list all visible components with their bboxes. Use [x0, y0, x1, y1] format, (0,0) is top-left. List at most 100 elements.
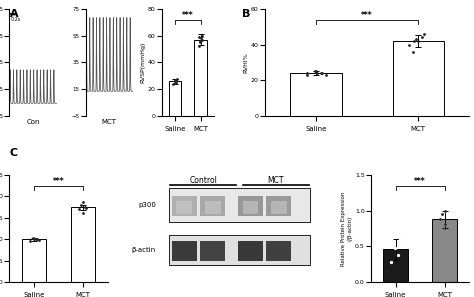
Text: β-actin: β-actin: [132, 247, 156, 253]
Y-axis label: Relative Protein Expression
(/β-actin): Relative Protein Expression (/β-actin): [341, 191, 352, 266]
Point: [437, 217, 444, 222]
Point: [406, 42, 413, 47]
Point: [303, 72, 311, 77]
Point: [420, 31, 428, 36]
Point: [394, 241, 401, 245]
X-axis label: MCT: MCT: [102, 119, 117, 125]
Point: [412, 37, 419, 42]
Bar: [383, 249, 408, 282]
Point: [303, 71, 311, 75]
Bar: [194, 40, 207, 116]
Bar: [238, 196, 263, 216]
Text: ***: ***: [414, 177, 426, 186]
Point: [441, 225, 449, 230]
Text: p300: p300: [138, 202, 156, 208]
Point: [396, 237, 404, 242]
Bar: [205, 201, 220, 214]
Bar: [22, 239, 46, 282]
Bar: [176, 201, 192, 214]
Point: [322, 72, 329, 77]
Y-axis label: RVSP(mmHg): RVSP(mmHg): [140, 42, 145, 83]
Point: [77, 203, 85, 207]
Bar: [172, 241, 197, 261]
Bar: [169, 235, 310, 265]
Point: [441, 221, 448, 226]
Point: [172, 80, 179, 85]
Bar: [266, 241, 291, 261]
Text: ***: ***: [361, 11, 373, 20]
Point: [199, 37, 206, 42]
Point: [394, 253, 402, 257]
Point: [79, 210, 87, 215]
Text: ***: ***: [182, 11, 194, 20]
Point: [313, 71, 320, 75]
X-axis label: Con: Con: [26, 119, 40, 125]
Bar: [243, 201, 258, 214]
Point: [388, 260, 395, 265]
Point: [410, 49, 417, 54]
Point: [441, 208, 448, 213]
Bar: [169, 81, 182, 116]
Text: ***: ***: [53, 177, 64, 186]
Point: [414, 39, 422, 43]
Text: A: A: [9, 9, 18, 19]
Point: [438, 212, 446, 217]
Point: [35, 238, 43, 243]
Point: [441, 208, 448, 213]
Point: [195, 44, 202, 49]
Point: [196, 39, 204, 43]
Bar: [291, 73, 342, 116]
Bar: [392, 41, 444, 116]
Point: [396, 237, 404, 242]
Text: Control: Control: [189, 176, 217, 185]
Point: [418, 35, 426, 40]
Point: [196, 40, 203, 45]
Bar: [266, 196, 291, 216]
Bar: [200, 196, 225, 216]
Point: [438, 212, 446, 217]
Bar: [172, 196, 197, 216]
Point: [195, 35, 202, 40]
Text: MCT: MCT: [267, 176, 284, 185]
Point: [79, 199, 87, 204]
Point: [81, 205, 89, 209]
Point: [441, 225, 449, 230]
Point: [173, 79, 180, 84]
Bar: [432, 219, 457, 282]
Point: [171, 79, 179, 84]
Point: [32, 237, 40, 242]
Point: [391, 246, 399, 250]
Point: [75, 207, 83, 212]
Point: [311, 69, 319, 74]
Point: [437, 217, 444, 222]
Point: [30, 236, 37, 241]
Point: [198, 33, 206, 38]
Bar: [200, 241, 225, 261]
Point: [317, 71, 324, 75]
Point: [394, 241, 401, 245]
Point: [197, 36, 205, 41]
Point: [312, 69, 320, 74]
Bar: [271, 201, 286, 214]
Point: [82, 206, 90, 211]
Text: C: C: [9, 148, 18, 159]
Point: [394, 253, 402, 257]
Point: [173, 80, 180, 85]
Bar: [71, 207, 95, 282]
Bar: [238, 241, 263, 261]
Point: [388, 260, 395, 265]
Point: [410, 39, 418, 43]
Point: [173, 76, 181, 81]
Point: [33, 237, 41, 242]
Y-axis label: RVHI%: RVHI%: [243, 52, 248, 73]
Text: 0.2s: 0.2s: [10, 17, 21, 22]
Point: [318, 71, 326, 75]
Bar: [169, 188, 310, 222]
Point: [441, 221, 448, 226]
Text: B: B: [242, 9, 250, 19]
Point: [391, 246, 399, 250]
Point: [31, 236, 38, 241]
Point: [26, 239, 34, 244]
Point: [171, 78, 178, 82]
Point: [169, 82, 177, 86]
